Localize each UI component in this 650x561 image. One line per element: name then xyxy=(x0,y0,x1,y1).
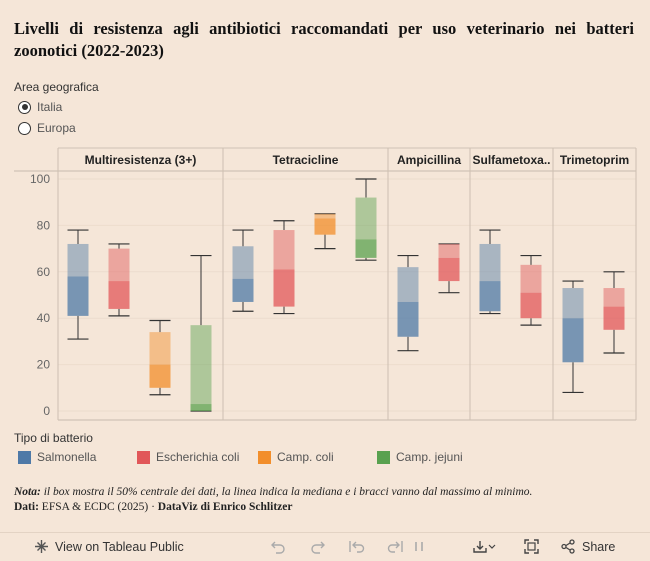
revert-icon xyxy=(349,541,365,553)
download-button[interactable] xyxy=(472,539,502,554)
legend-item-campcoli[interactable]: Camp. coli xyxy=(258,450,334,464)
radio-europa[interactable]: Europa xyxy=(18,121,76,135)
legend-item-salmonella[interactable]: Salmonella xyxy=(18,450,96,464)
share-icon xyxy=(561,539,575,554)
pause-button[interactable] xyxy=(412,539,432,554)
y-tick-label: 40 xyxy=(37,311,51,325)
fullscreen-button[interactable] xyxy=(524,539,545,554)
share-label: Share xyxy=(582,539,616,554)
legend-label: Camp. coli xyxy=(277,450,334,464)
box-upper-half xyxy=(562,288,584,319)
legend-label: Camp. jejuni xyxy=(396,450,463,464)
radio-europa-label: Europa xyxy=(37,121,76,135)
legend-item-ecoli[interactable]: Escherichia coli xyxy=(137,450,239,464)
box-upper-half xyxy=(397,267,419,302)
box-upper-half xyxy=(355,197,377,240)
panel-header-label: Ampicillina xyxy=(397,153,461,167)
tableau-toolbar: View on Tableau Public Share xyxy=(0,532,650,561)
box-lower-half xyxy=(520,292,542,319)
chart-title: Livelli di resistenza agli antibiotici r… xyxy=(14,19,634,60)
box-lower-half xyxy=(603,306,625,330)
footnote: Nota: il box mostra il 50% centrale dei … xyxy=(14,486,533,513)
panel-header-label: Trimetoprim xyxy=(560,153,629,167)
box-lower-half xyxy=(397,301,419,337)
source-text: EFSA & ECDC (2025) xyxy=(41,501,149,513)
box-lower-half xyxy=(108,281,130,309)
box-lower-half xyxy=(149,364,171,388)
legend-title: Tipo di batterio xyxy=(14,431,93,445)
download-icon xyxy=(473,541,496,553)
view-on-tableau-label: View on Tableau Public xyxy=(55,539,184,554)
boxplot-chart[interactable]: 0 20 40 60 80 100 Multiresistenza (3+) Tetracic… xyxy=(0,145,650,430)
share-button[interactable]: Share xyxy=(560,539,615,554)
box-lower-half xyxy=(190,404,212,411)
legend-label: Salmonella xyxy=(37,450,97,464)
box-upper-half xyxy=(314,213,336,219)
undo-icon xyxy=(271,541,285,554)
box-upper-half xyxy=(232,246,254,279)
y-tick-label: 0 xyxy=(43,404,50,418)
fullscreen-icon xyxy=(524,539,539,554)
radio-selected-icon[interactable] xyxy=(18,100,31,114)
note-prefix: Nota: xyxy=(14,486,41,498)
tableau-logo-icon xyxy=(35,540,48,553)
box-lower-half xyxy=(67,276,89,316)
box-lower-half xyxy=(232,278,254,302)
legend-item-campjejuni[interactable]: Camp. jejuni xyxy=(377,450,463,464)
radio-italia-label: Italia xyxy=(37,100,63,114)
y-tick-label: 100 xyxy=(30,172,50,186)
box-lower-half xyxy=(438,257,460,282)
undo-button[interactable] xyxy=(270,539,292,554)
box-upper-half xyxy=(438,243,460,258)
redo-icon xyxy=(311,541,325,554)
box-upper-half xyxy=(273,230,295,270)
box-upper-half xyxy=(520,264,542,293)
redo-button[interactable] xyxy=(310,539,332,554)
panel-header-label: Multiresistenza (3+) xyxy=(85,153,197,167)
box-upper-half xyxy=(190,325,212,405)
source-prefix: Dati: xyxy=(14,501,39,513)
pause-icon xyxy=(415,542,423,551)
forward-button[interactable] xyxy=(386,539,410,554)
radio-italia[interactable]: Italia xyxy=(18,100,62,114)
legend-swatch-campjejuni xyxy=(377,450,390,464)
revert-button[interactable] xyxy=(348,539,372,554)
box-upper-half xyxy=(67,243,89,277)
box-lower-half xyxy=(314,218,336,235)
panel-header-label: Sulfametoxa.. xyxy=(472,153,550,167)
note-text: il box mostra il 50% centrale dei dati, … xyxy=(43,486,533,498)
box-lower-half xyxy=(355,239,377,258)
credit-text: DataViz di Enrico Schlitzer xyxy=(157,501,293,513)
radio-unselected-icon[interactable] xyxy=(18,121,31,135)
legend-swatch-campcoli xyxy=(258,450,271,464)
box-lower-half xyxy=(562,318,584,363)
view-on-tableau-button[interactable]: View on Tableau Public xyxy=(34,539,184,554)
box-upper-half xyxy=(149,332,171,365)
y-tick-label: 20 xyxy=(37,358,51,372)
legend-label: Escherichia coli xyxy=(156,450,240,464)
y-tick-label: 80 xyxy=(37,218,51,232)
forward-icon xyxy=(387,541,403,553)
box-upper-half xyxy=(108,248,130,282)
legend-swatch-salmonella xyxy=(18,450,31,464)
box-upper-half xyxy=(603,288,625,307)
box-lower-half xyxy=(479,281,501,312)
filter-label: Area geografica xyxy=(14,80,99,94)
box-upper-half xyxy=(479,243,501,282)
y-tick-label: 60 xyxy=(37,265,51,279)
legend-swatch-ecoli xyxy=(137,450,150,464)
box-lower-half xyxy=(273,269,295,307)
panel-header-label: Tetracicline xyxy=(273,153,339,167)
